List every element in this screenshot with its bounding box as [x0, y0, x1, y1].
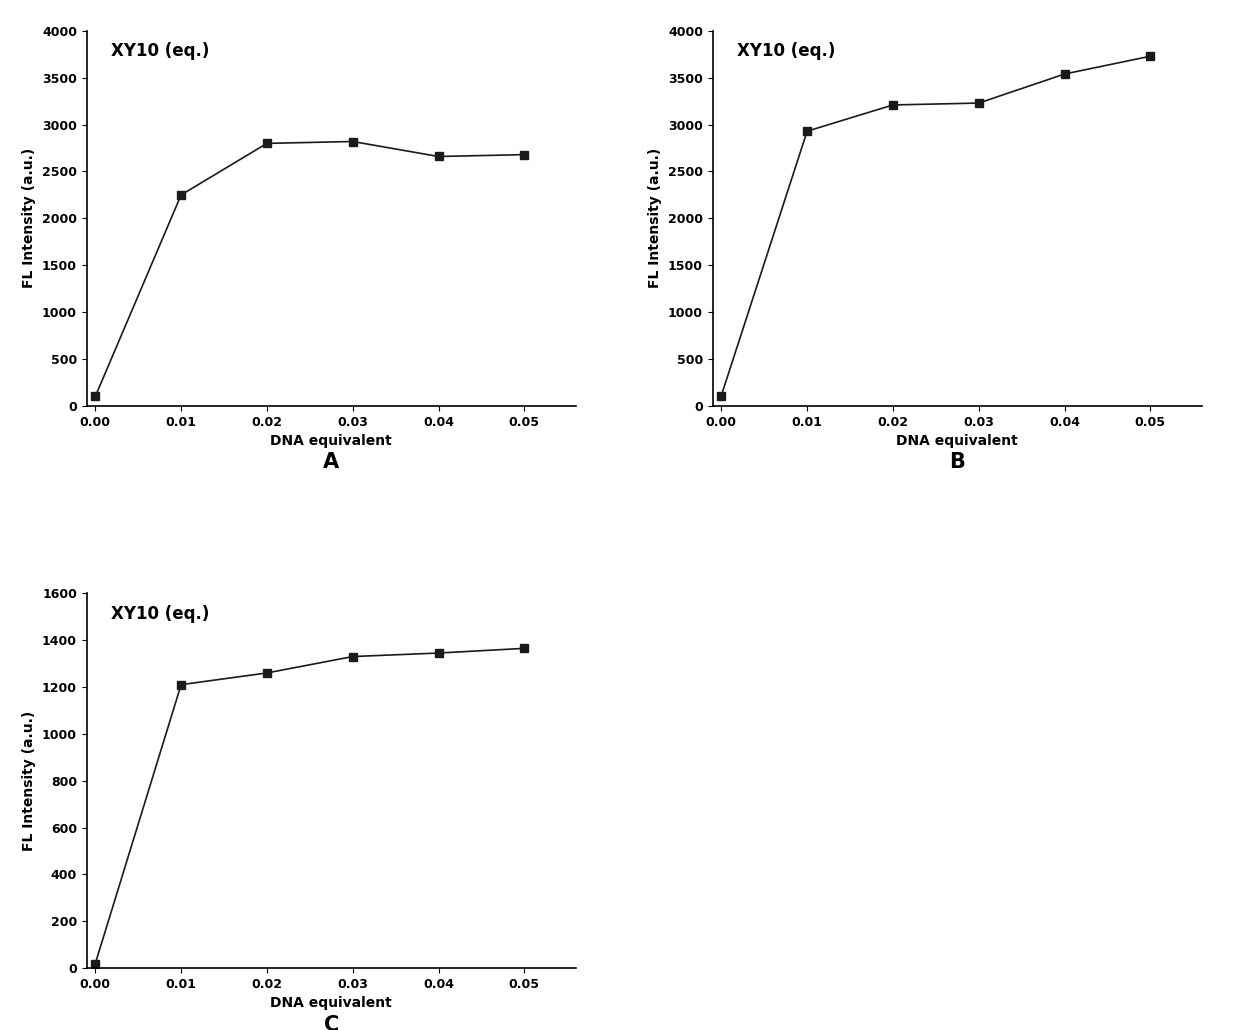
- Text: C: C: [323, 1015, 339, 1030]
- X-axis label: DNA equivalent: DNA equivalent: [270, 996, 393, 1010]
- Text: B: B: [949, 452, 965, 473]
- Y-axis label: FL Intensity (a.u.): FL Intensity (a.u.): [648, 148, 663, 288]
- Y-axis label: FL Intensity (a.u.): FL Intensity (a.u.): [22, 148, 36, 288]
- Y-axis label: FL Intensity (a.u.): FL Intensity (a.u.): [22, 711, 36, 851]
- X-axis label: DNA equivalent: DNA equivalent: [270, 434, 393, 448]
- Text: A: A: [323, 452, 339, 473]
- Text: XY10 (eq.): XY10 (eq.): [112, 42, 209, 60]
- Text: XY10 (eq.): XY10 (eq.): [112, 605, 209, 622]
- Text: XY10 (eq.): XY10 (eq.): [737, 42, 835, 60]
- X-axis label: DNA equivalent: DNA equivalent: [896, 434, 1018, 448]
